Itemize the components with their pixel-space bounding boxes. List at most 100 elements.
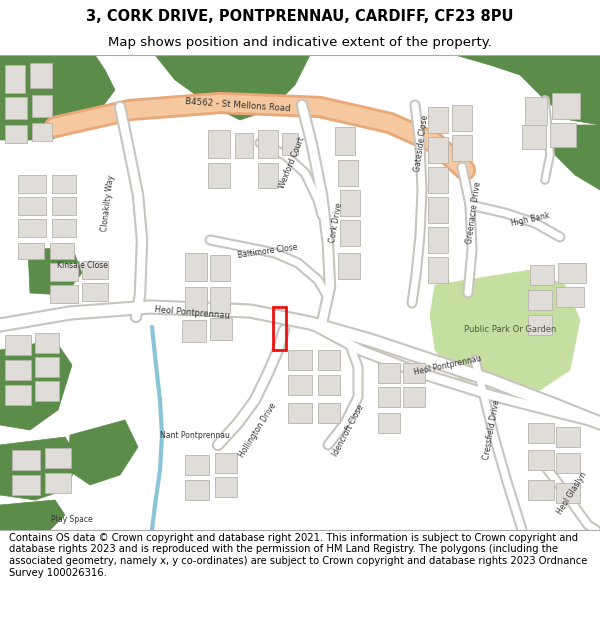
Polygon shape — [528, 290, 552, 310]
Polygon shape — [428, 167, 448, 193]
Polygon shape — [430, 270, 580, 390]
Polygon shape — [428, 107, 448, 133]
Text: Idencroft Close: Idencroft Close — [331, 402, 365, 458]
Polygon shape — [5, 360, 31, 380]
Polygon shape — [52, 197, 76, 215]
Polygon shape — [428, 227, 448, 253]
Polygon shape — [282, 133, 298, 155]
Polygon shape — [185, 253, 207, 281]
Polygon shape — [45, 448, 71, 468]
Polygon shape — [82, 261, 108, 279]
Polygon shape — [18, 175, 46, 193]
Polygon shape — [558, 263, 586, 283]
Polygon shape — [185, 455, 209, 475]
Polygon shape — [318, 350, 340, 370]
Polygon shape — [50, 263, 78, 281]
Text: B4562 - St Mellons Road: B4562 - St Mellons Road — [185, 97, 291, 113]
Text: Cork Drive: Cork Drive — [328, 202, 344, 244]
Polygon shape — [452, 105, 472, 131]
Text: Contains OS data © Crown copyright and database right 2021. This information is : Contains OS data © Crown copyright and d… — [9, 533, 587, 578]
Polygon shape — [215, 477, 237, 497]
Polygon shape — [0, 340, 72, 430]
Polygon shape — [5, 335, 31, 355]
Polygon shape — [50, 285, 78, 303]
Text: Heol Pontprennau: Heol Pontprennau — [413, 354, 482, 376]
Polygon shape — [528, 480, 554, 500]
Polygon shape — [52, 175, 76, 193]
Polygon shape — [428, 257, 448, 283]
Polygon shape — [52, 219, 76, 237]
Polygon shape — [452, 135, 472, 161]
Polygon shape — [288, 350, 312, 370]
Polygon shape — [208, 163, 230, 188]
Text: Greenacre Drive: Greenacre Drive — [465, 181, 483, 244]
Polygon shape — [403, 363, 425, 383]
Polygon shape — [428, 137, 448, 163]
Polygon shape — [0, 500, 65, 530]
Polygon shape — [258, 130, 278, 158]
Polygon shape — [155, 55, 310, 120]
Polygon shape — [5, 385, 31, 405]
Text: Kinsale Close: Kinsale Close — [56, 261, 107, 269]
Polygon shape — [545, 125, 600, 190]
Polygon shape — [185, 287, 207, 315]
Polygon shape — [552, 93, 580, 119]
Polygon shape — [378, 363, 400, 383]
Polygon shape — [5, 97, 27, 119]
Polygon shape — [82, 283, 108, 301]
Text: High Bank: High Bank — [510, 211, 550, 229]
Text: Heol Pontprennau: Heol Pontprennau — [154, 305, 230, 321]
Text: Baltimore Close: Baltimore Close — [238, 242, 299, 259]
Polygon shape — [338, 253, 360, 279]
Polygon shape — [455, 55, 600, 125]
Polygon shape — [403, 387, 425, 407]
Polygon shape — [235, 133, 253, 158]
Polygon shape — [525, 97, 547, 125]
Text: Gateside Close: Gateside Close — [413, 114, 430, 172]
Polygon shape — [522, 125, 546, 149]
Text: 3, CORK DRIVE, PONTPRENNAU, CARDIFF, CF23 8PU: 3, CORK DRIVE, PONTPRENNAU, CARDIFF, CF2… — [86, 9, 514, 24]
Text: Heol Glaslyn: Heol Glaslyn — [556, 470, 589, 516]
Polygon shape — [30, 63, 52, 88]
Polygon shape — [556, 287, 584, 307]
Polygon shape — [528, 315, 552, 335]
Text: Public Park Or Garden: Public Park Or Garden — [464, 326, 556, 334]
Text: Play Space: Play Space — [51, 516, 93, 524]
Polygon shape — [340, 190, 360, 216]
Polygon shape — [550, 123, 576, 147]
Polygon shape — [556, 453, 580, 473]
Polygon shape — [258, 163, 278, 188]
Polygon shape — [0, 55, 115, 140]
Text: Nant Pontprennau: Nant Pontprennau — [160, 431, 230, 439]
Polygon shape — [340, 220, 360, 246]
Polygon shape — [182, 320, 206, 342]
Polygon shape — [335, 127, 355, 155]
Polygon shape — [5, 125, 27, 143]
Polygon shape — [556, 427, 580, 447]
Polygon shape — [210, 318, 232, 340]
Polygon shape — [18, 243, 44, 259]
Polygon shape — [210, 255, 230, 281]
Polygon shape — [12, 450, 40, 470]
Polygon shape — [428, 197, 448, 223]
Polygon shape — [28, 247, 82, 295]
Polygon shape — [185, 480, 209, 500]
Polygon shape — [318, 375, 340, 395]
Polygon shape — [288, 375, 312, 395]
Polygon shape — [68, 420, 138, 485]
Polygon shape — [318, 403, 340, 423]
Polygon shape — [12, 475, 40, 495]
Polygon shape — [208, 130, 230, 158]
Polygon shape — [18, 197, 46, 215]
Polygon shape — [35, 357, 59, 377]
Polygon shape — [32, 95, 52, 117]
Polygon shape — [528, 450, 554, 470]
Polygon shape — [0, 437, 80, 500]
Polygon shape — [288, 403, 312, 423]
Text: Map shows position and indicative extent of the property.: Map shows position and indicative extent… — [108, 36, 492, 49]
Polygon shape — [530, 265, 554, 285]
Polygon shape — [32, 123, 52, 141]
Polygon shape — [35, 333, 59, 353]
Polygon shape — [215, 453, 237, 473]
Polygon shape — [378, 387, 400, 407]
